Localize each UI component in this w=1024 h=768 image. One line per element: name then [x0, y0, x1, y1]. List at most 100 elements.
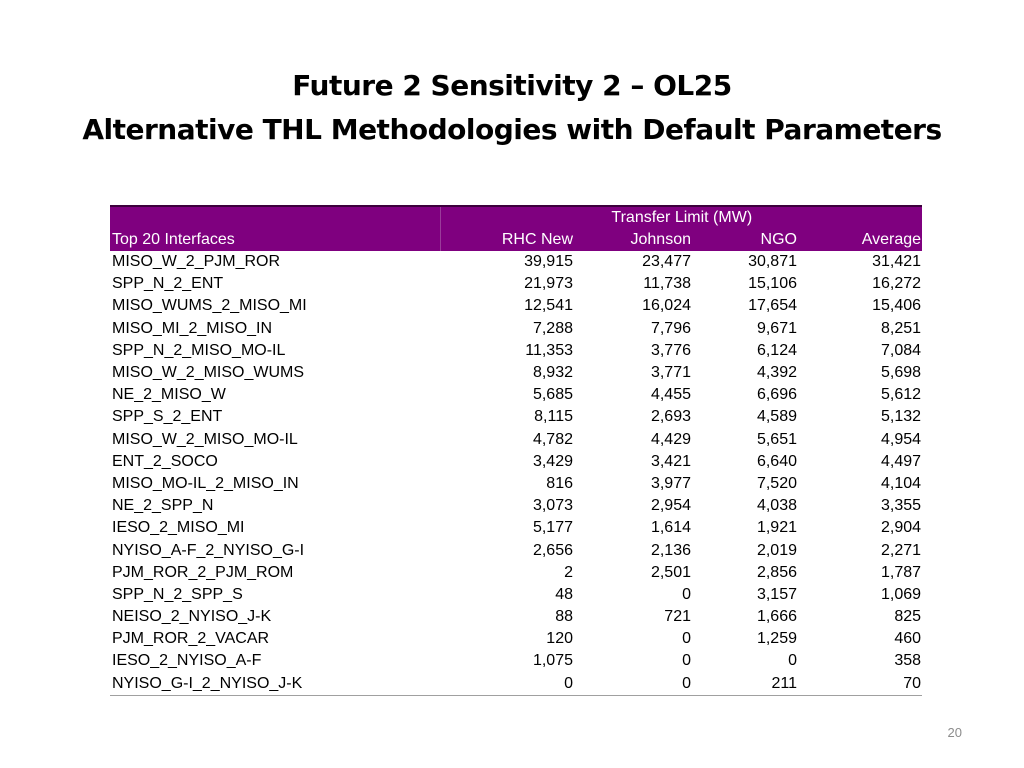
ngo-cell: 5,651 — [756, 430, 797, 448]
table-row: NYISO_A-F_2_NYISO_G-I 2,656 2,136 2,019 2,27… — [110, 539, 922, 561]
average-cell: 2,904 — [881, 519, 922, 537]
page-number: 20 — [947, 725, 962, 740]
transfer-limit-table-container: Transfer Limit (MW) Top 20 Interfaces RH… — [110, 205, 923, 696]
johnson-cell: 11,738 — [643, 275, 691, 293]
interface-name-cell: NYISO_G-I_2_NYISO_J-K — [110, 672, 440, 696]
interface-name-cell: IESO_2_NYISO_A-F — [112, 652, 262, 670]
average-cell: 4,954 — [881, 430, 922, 448]
table-row: SPP_S_2_ENT 8,115 2,693 4,589 5,132 — [110, 406, 922, 428]
rhc-new-cell: 1,075 — [532, 652, 573, 670]
interface-name-cell: MISO_MI_2_MISO_IN — [112, 319, 273, 337]
interface-name-cell: PJM_ROR_2_PJM_ROM — [112, 563, 294, 581]
johnson-cell: 721 — [664, 608, 691, 626]
ngo-cell: 2,019 — [756, 541, 797, 559]
ngo-cell: 30,871 — [748, 253, 797, 271]
johnson-cell: 1,614 — [650, 519, 691, 537]
johnson-cell: 0 — [682, 652, 691, 670]
rhc-new-cell: 3,073 — [532, 497, 573, 515]
slide-title-line-1: Future 2 Sensitivity 2 – OL25 — [292, 69, 732, 102]
interface-name-cell: ENT_2_SOCO — [112, 452, 218, 470]
table-row: MISO_W_2_MISO_MO-IL 4,782 4,429 5,651 4,954 — [110, 429, 922, 451]
ngo-cell: 6,640 — [756, 452, 797, 470]
johnson-cell: 23,477 — [642, 253, 691, 271]
column-header-average: Average — [798, 229, 923, 251]
interface-name-cell: SPP_N_2_MISO_MO-IL — [112, 341, 286, 359]
ngo-cell: 7,520 — [756, 474, 797, 492]
slide-title: Future 2 Sensitivity 2 – OL25 Alternativ… — [0, 64, 1024, 152]
rhc-new-cell: 8,115 — [534, 408, 573, 426]
rhc-new-cell: 39,915 — [524, 253, 573, 271]
rhc-new-cell: 2,656 — [532, 541, 573, 559]
average-cell: 825 — [894, 608, 922, 626]
rhc-new-cell: 816 — [546, 474, 573, 492]
johnson-cell: 4,429 — [650, 430, 691, 448]
table-row: MISO_WUMS_2_MISO_MI 12,541 16,024 17,654 15,… — [110, 295, 922, 317]
interface-name-cell: NEISO_2_NYISO_J-K — [112, 608, 272, 626]
johnson-cell: 3,776 — [650, 341, 691, 359]
johnson-cell: 2,501 — [650, 563, 691, 581]
rhc-new-cell: 3,429 — [532, 452, 573, 470]
rhc-new-cell: 21,973 — [524, 275, 573, 293]
johnson-cell: 2,136 — [650, 541, 691, 559]
table-row: SPP_N_2_SPP_S 48 0 3,157 1,069 — [110, 584, 922, 606]
table-row: NE_2_MISO_W 5,685 4,455 6,696 5,612 — [110, 384, 922, 406]
table-row: SPP_N_2_MISO_MO-IL 11,353 3,776 6,124 7,084 — [110, 340, 922, 362]
average-cell: 3,355 — [881, 497, 922, 515]
rhc-new-cell: 12,541 — [524, 297, 573, 315]
johnson-cell: 16,024 — [642, 297, 691, 315]
average-cell: 460 — [894, 630, 922, 648]
table-row: NE_2_SPP_N 3,073 2,954 4,038 3,355 — [110, 495, 922, 517]
interface-name-cell: NE_2_SPP_N — [112, 497, 214, 515]
average-cell: 358 — [894, 652, 922, 670]
table-row: NYISO_G-I_2_NYISO_J-K 0 0 211 70 — [110, 672, 923, 696]
transfer-limit-group-header: Transfer Limit (MW) — [439, 205, 923, 229]
rhc-new-cell: 0 — [440, 672, 574, 696]
rhc-new-cell: 8,932 — [532, 364, 573, 382]
interface-name-cell: MISO_W_2_PJM_ROR — [112, 253, 281, 271]
rhc-new-cell: 48 — [555, 585, 573, 603]
rhc-new-cell: 5,177 — [532, 519, 573, 537]
rhc-new-cell: 120 — [546, 630, 573, 648]
table-body: MISO_W_2_PJM_ROR 39,915 23,477 30,871 31,421… — [110, 251, 923, 696]
average-cell: 1,069 — [881, 585, 922, 603]
johnson-cell: 7,796 — [650, 319, 691, 337]
interface-name-cell: MISO_WUMS_2_MISO_MI — [112, 297, 307, 315]
johnson-cell: 2,693 — [650, 408, 691, 426]
average-cell: 8,251 — [881, 319, 922, 337]
slide-title-line-2: Alternative THL Methodologies with Defau… — [82, 113, 942, 146]
table-row: MISO_MI_2_MISO_IN 7,288 7,796 9,671 8,251 — [110, 318, 922, 340]
ngo-cell: 15,106 — [748, 275, 797, 293]
table-row: MISO_MO-IL_2_MISO_IN 816 3,977 7,520 4,104 — [110, 473, 922, 495]
transfer-limit-table: Transfer Limit (MW) Top 20 Interfaces RH… — [110, 205, 923, 696]
rhc-new-cell: 5,685 — [532, 386, 573, 404]
column-header-ngo: NGO — [692, 229, 798, 251]
interface-name-cell: MISO_W_2_MISO_WUMS — [112, 364, 305, 382]
interface-name-cell: NE_2_MISO_W — [112, 386, 226, 404]
johnson-cell: 0 — [682, 630, 691, 648]
ngo-cell: 0 — [788, 652, 797, 670]
average-cell: 5,698 — [881, 364, 922, 382]
rhc-new-cell: 2 — [564, 563, 573, 581]
average-cell: 7,084 — [881, 341, 922, 359]
johnson-cell: 3,977 — [650, 474, 691, 492]
average-cell: 1,787 — [881, 563, 922, 581]
johnson-cell: 2,954 — [650, 497, 691, 515]
rhc-new-cell: 7,288 — [532, 319, 573, 337]
johnson-cell: 3,421 — [650, 452, 691, 470]
ngo-cell: 4,589 — [756, 408, 797, 426]
johnson-cell: 0 — [682, 585, 691, 603]
ngo-cell: 4,038 — [756, 497, 797, 515]
rhc-new-cell: 88 — [555, 608, 573, 626]
average-cell: 2,271 — [881, 541, 922, 559]
ngo-cell: 4,392 — [756, 364, 797, 382]
average-cell: 5,612 — [881, 386, 922, 404]
ngo-cell: 9,671 — [756, 319, 797, 337]
table-row: IESO_2_NYISO_A-F 1,075 0 0 358 — [110, 650, 922, 672]
ngo-cell: 211 — [692, 672, 798, 696]
table-column-header-row: Top 20 Interfaces RHC New Johnson NGO Av… — [110, 229, 923, 251]
ngo-cell: 6,124 — [756, 341, 797, 359]
table-row: SPP_N_2_ENT 21,973 11,738 15,106 16,272 — [110, 273, 922, 295]
average-cell: 4,104 — [881, 474, 922, 492]
average-cell: 4,497 — [881, 452, 922, 470]
interface-name-cell: SPP_N_2_SPP_S — [112, 585, 243, 603]
